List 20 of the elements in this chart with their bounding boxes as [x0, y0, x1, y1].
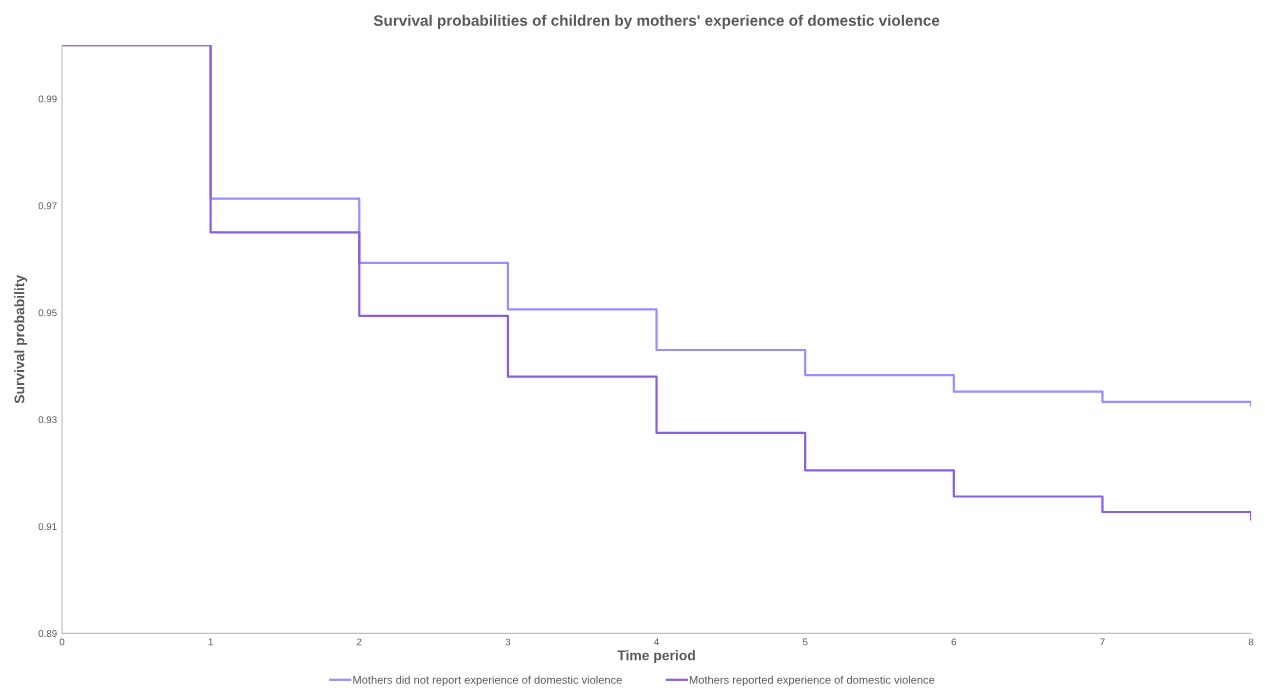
y-tick-label: 0.89	[38, 630, 57, 637]
x-tick-label: 4	[654, 638, 659, 646]
y-tick-label: 0.99	[38, 95, 57, 103]
x-tick-label: 1	[208, 638, 213, 646]
y-tick-label: 0.93	[38, 416, 57, 424]
y-tick-label: 0.97	[38, 202, 57, 210]
x-tick-label: 7	[1100, 638, 1105, 646]
legend-label: Mothers did not report experience of domestic violence	[353, 675, 622, 686]
x-tick-label: 2	[357, 638, 362, 646]
x-tick-label: 8	[1248, 638, 1254, 646]
x-tick-label: 3	[505, 638, 511, 646]
x-tick-label: 6	[951, 638, 957, 646]
legend-label: Mothers reported experience of domestic violence	[689, 675, 935, 686]
y-axis-title: Survival probability	[14, 274, 28, 404]
x-axis-title: Time period	[617, 650, 695, 664]
chart-title: Survival probabilities of children by mothers' experience of domestic violence	[373, 14, 940, 29]
y-tick-label: 0.95	[38, 309, 57, 317]
x-tick-label: 5	[802, 638, 808, 646]
x-tick-label: 0	[59, 638, 65, 646]
y-tick-label: 0.91	[38, 523, 57, 531]
